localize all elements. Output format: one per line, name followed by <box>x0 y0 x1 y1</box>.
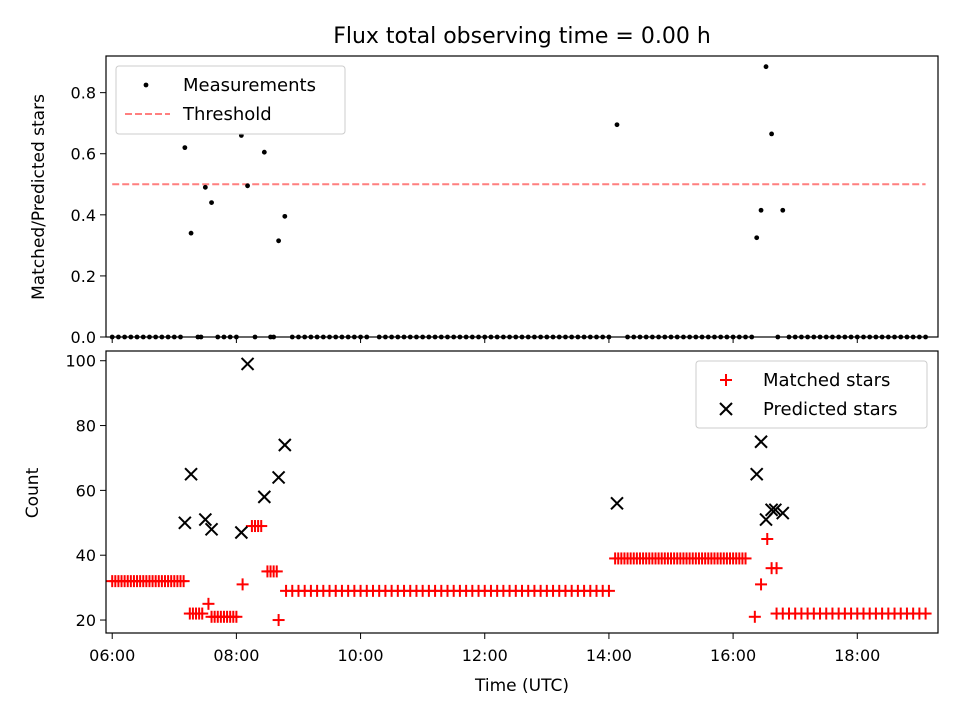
bottom-x-tick-label: 18:00 <box>834 646 880 665</box>
predicted-star-marker <box>257 490 272 504</box>
top-y-axis-label: Matched/Predicted stars <box>29 94 49 300</box>
measurement-point <box>245 183 250 189</box>
measurement-point <box>780 207 786 213</box>
predicted-star-marker <box>278 438 292 452</box>
matched-star-marker <box>602 584 615 597</box>
measurement-point <box>276 238 282 244</box>
measurement-point <box>763 64 769 70</box>
predicted-star-marker <box>768 503 783 517</box>
bottom-legend: Matched stars Predicted stars <box>695 360 928 429</box>
predicted-star-marker <box>610 496 624 511</box>
bottom-x-ticks: 06:00 08:00 10:00 12:00 14:00 16:00 18:00 <box>89 633 880 665</box>
legend-marker-predicted-stars <box>719 402 733 416</box>
predicted-star-marker <box>178 516 192 530</box>
bottom-y-tick-label: 100 <box>65 352 96 371</box>
matched-star-marker <box>739 552 752 565</box>
x-axis-label: Time (UTC) <box>474 676 569 696</box>
bottom-y-tick-label: 80 <box>76 417 96 436</box>
matched-star-marker <box>270 565 283 578</box>
bottom-x-tick-label: 06:00 <box>89 646 135 665</box>
measurement-point <box>769 131 774 137</box>
predicted-star-marker <box>749 467 764 481</box>
top-y-tick-label: 0.0 <box>71 328 96 347</box>
matched-star-marker <box>770 562 783 575</box>
matched-star-marker <box>919 607 932 620</box>
bottom-y-tick-label: 60 <box>76 481 96 500</box>
bottom-axes-frame <box>105 350 939 634</box>
matched-star-marker <box>272 614 285 627</box>
bottom-panel: 20 40 60 80 100 06:00 08:00 10:00 12:00 14:00 16:… <box>23 350 939 696</box>
bottom-y-ticks: 20 40 60 80 100 <box>65 352 106 630</box>
top-axes-frame <box>105 55 939 338</box>
legend-label-predicted-stars: Predicted stars <box>763 399 897 420</box>
predicted-star-marker <box>234 525 249 540</box>
top-y-tick-label: 0.2 <box>71 267 96 286</box>
measurement-point <box>282 213 288 219</box>
measurement-point <box>614 122 620 128</box>
top-legend: Measurements Threshold <box>115 65 346 135</box>
matched-star-marker <box>748 610 761 623</box>
legend-marker-matched-stars <box>720 374 732 386</box>
predicted-star-marker <box>204 522 219 536</box>
predicted-star-marker <box>776 506 790 520</box>
predicted-star-marker <box>240 357 255 371</box>
legend-label-threshold: Threshold <box>182 104 272 125</box>
bottom-y-axis-label: Count <box>23 467 43 518</box>
bottom-x-tick-label: 08:00 <box>213 646 259 665</box>
legend-label-measurements: Measurements <box>183 75 316 96</box>
bottom-x-tick-label: 10:00 <box>338 646 384 665</box>
measurement-point <box>754 235 760 241</box>
bottom-legend-box <box>695 360 928 429</box>
figure-title: Flux total observing time = 0.00 h <box>333 24 711 49</box>
predicted-star-marker <box>764 503 779 517</box>
bottom-x-tick-label: 14:00 <box>586 646 632 665</box>
matched-star-marker <box>230 610 243 623</box>
measurement-point <box>188 230 194 236</box>
top-y-tick-label: 0.8 <box>71 84 96 103</box>
matched-star-marker <box>255 520 268 533</box>
measurement-point <box>209 200 214 206</box>
top-y-tick-label: 0.4 <box>71 206 96 225</box>
bottom-y-tick-label: 20 <box>76 611 96 630</box>
top-x-ticks <box>111 337 858 343</box>
matched-star-marker <box>177 575 190 588</box>
predicted-star-marker <box>184 467 198 481</box>
matched-star-marker <box>202 597 215 610</box>
measurement-point <box>758 207 764 213</box>
measurement-point <box>261 149 267 155</box>
bottom-y-tick-label: 40 <box>76 546 96 565</box>
bottom-x-tick-label: 16:00 <box>710 646 756 665</box>
top-y-tick-label: 0.6 <box>71 145 96 164</box>
matched-star-marker <box>755 578 768 591</box>
matched-star-marker <box>236 578 249 591</box>
bottom-plot-marks <box>106 357 932 627</box>
bottom-x-tick-label: 12:00 <box>462 646 508 665</box>
predicted-star-marker <box>198 512 213 527</box>
legend-marker-measurements <box>143 82 149 88</box>
measurement-point <box>182 145 188 151</box>
top-legend-box <box>115 65 346 135</box>
top-panel: 0.00.20.40.60.8 Matched/Predicted stars … <box>29 55 939 347</box>
matched-star-marker <box>196 607 209 620</box>
measurement-point <box>202 184 208 190</box>
predicted-star-marker <box>271 470 286 485</box>
top-y-ticks: 0.0 0.2 0.4 0.6 0.8 <box>71 84 106 347</box>
matched-star-marker <box>761 533 774 545</box>
legend-label-matched-stars: Matched stars <box>763 370 890 391</box>
predicted-star-marker <box>754 435 768 449</box>
